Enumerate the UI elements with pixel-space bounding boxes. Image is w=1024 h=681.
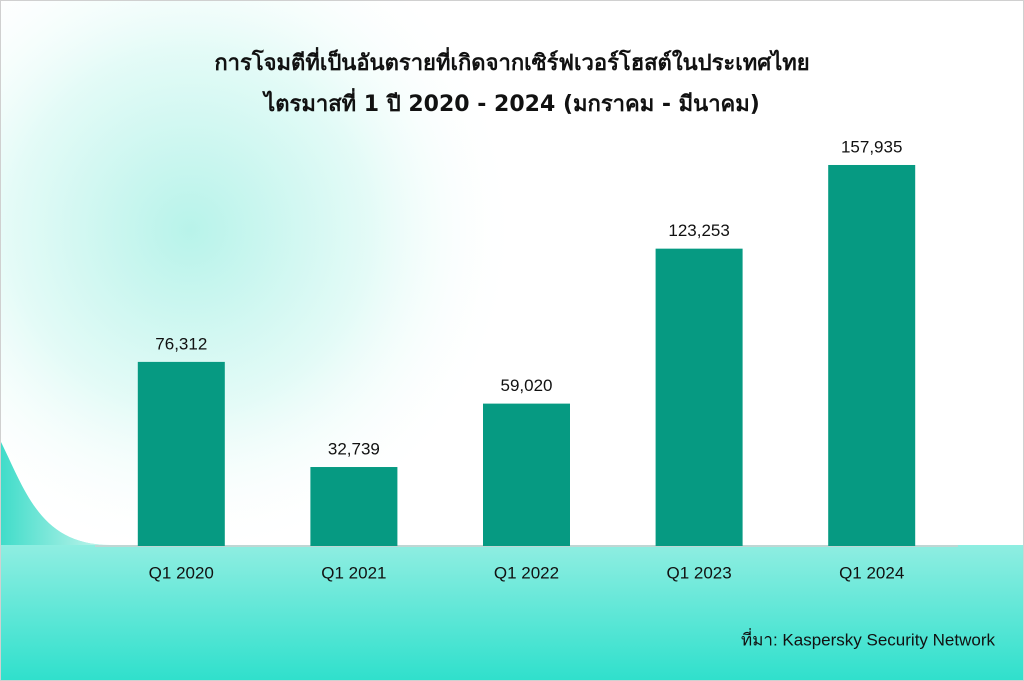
data-label: 76,312 — [155, 334, 207, 353]
data-label: 157,935 — [841, 137, 902, 156]
x-tick-label: Q1 2020 — [149, 563, 214, 582]
x-tick-label: Q1 2021 — [321, 563, 386, 582]
bar — [483, 403, 570, 546]
bar — [828, 164, 916, 546]
chart-subtitle: ไตรมาสที่ 1 ปี 2020 - 2024 (มกราคม - มีน… — [262, 87, 760, 117]
background-side — [0, 440, 110, 545]
bar — [655, 248, 743, 546]
background-floor — [0, 440, 1024, 681]
x-tick-label: Q1 2023 — [666, 563, 731, 582]
bar — [137, 361, 225, 546]
bar — [310, 467, 398, 546]
data-label: 59,020 — [501, 376, 553, 395]
chart-title: การโจมตีที่เป็นอันตรายที่เกิดจากเซิร์ฟเว… — [214, 46, 809, 76]
source-note: ที่มา: Kaspersky Security Network — [741, 627, 995, 649]
data-label: 123,253 — [668, 221, 729, 240]
x-tick-label: Q1 2022 — [494, 563, 559, 582]
data-label: 32,739 — [328, 440, 380, 459]
x-tick-label: Q1 2024 — [839, 563, 904, 582]
